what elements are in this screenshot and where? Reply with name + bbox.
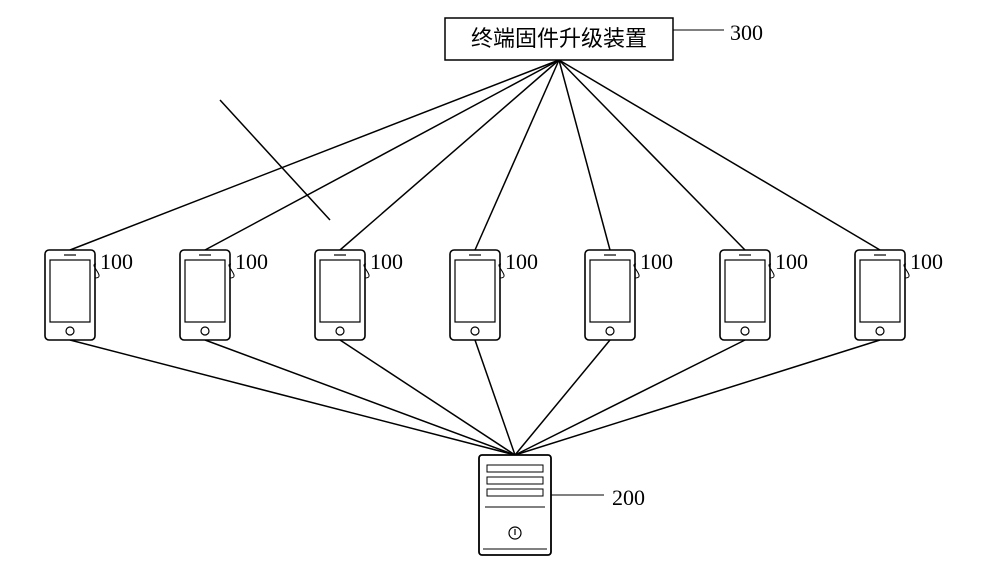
device-phone: 100	[180, 249, 268, 340]
device-ref-label: 100	[100, 249, 133, 274]
device-phone: 100	[450, 249, 538, 340]
device-phone: 100	[45, 249, 133, 340]
title-ref-label: 300	[730, 20, 763, 45]
title-box-label: 终端固件升级装置	[471, 26, 647, 51]
device-ref-label: 100	[235, 249, 268, 274]
device-ref-label: 100	[775, 249, 808, 274]
device-phone: 100	[315, 249, 403, 340]
device-ref-label: 100	[370, 249, 403, 274]
device-ref-label: 100	[910, 249, 943, 274]
server-ref-label: 200	[612, 485, 645, 510]
device-phone: 100	[855, 249, 943, 340]
device-phone: 100	[585, 249, 673, 340]
device-phone: 100	[720, 249, 808, 340]
device-ref-label: 100	[640, 249, 673, 274]
server-tower: 200	[479, 455, 645, 555]
device-ref-label: 100	[505, 249, 538, 274]
